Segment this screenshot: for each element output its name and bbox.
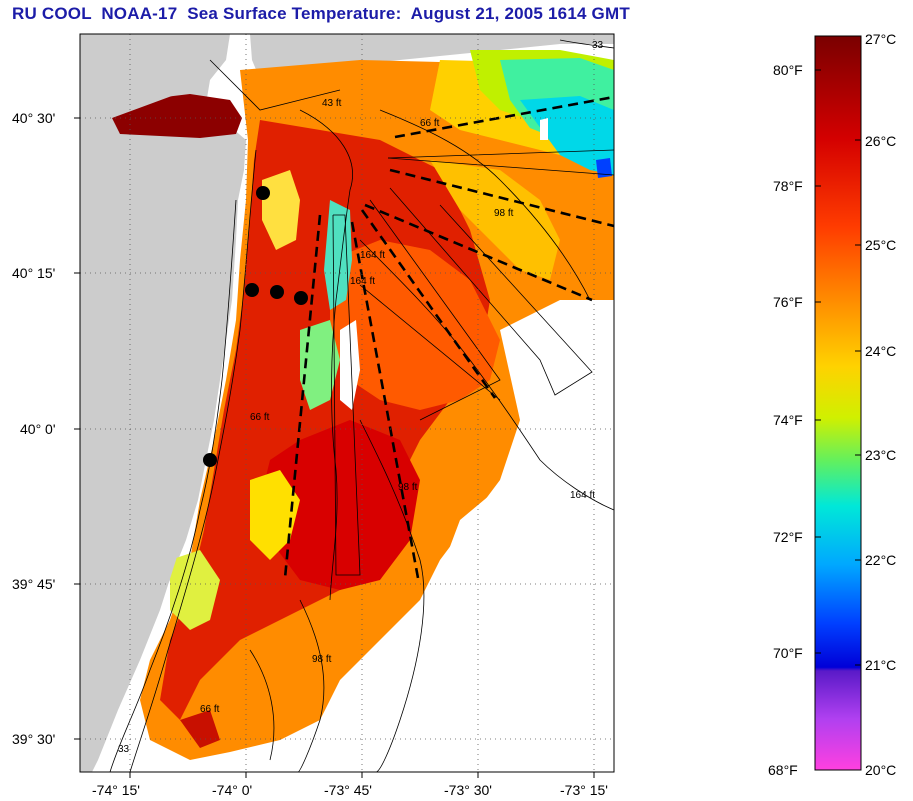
colorbar-celsius-label: 21°C xyxy=(865,657,896,673)
contour-label: 66 ft xyxy=(420,118,440,129)
contour-label: 98 ft xyxy=(312,654,332,665)
contour-label: 33 xyxy=(592,40,604,51)
contour-label: 43 ft xyxy=(322,98,342,109)
contour-label: 98 ft xyxy=(398,482,418,493)
lon-tick-label: -73° 30' xyxy=(444,782,492,798)
contour-label: 164 ft xyxy=(350,276,375,287)
axis-ticks xyxy=(74,117,595,778)
colorbar-fahrenheit-label: 70°F xyxy=(773,645,803,661)
plot-frame xyxy=(79,33,615,773)
colorbar-celsius-label: 24°C xyxy=(865,343,896,359)
station-marker[interactable] xyxy=(270,285,284,299)
colorbar-fahrenheit-label: 68°F xyxy=(768,762,798,778)
contour-label: 164 ft xyxy=(360,250,385,261)
contour-label-group: 33 43 ft 66 ft 98 ft 164 ft 164 ft 66 ft… xyxy=(118,40,604,755)
latitude-labels: 40° 30' 40° 15' 40° 0' 39° 45' 39° 30' xyxy=(12,110,56,747)
lon-tick-label: -73° 45' xyxy=(324,782,372,798)
lon-tick-label: -74° 0' xyxy=(212,782,252,798)
lat-tick-label: 40° 15' xyxy=(12,265,55,281)
lon-tick-label: -73° 15' xyxy=(560,782,608,798)
transect-lines xyxy=(283,95,614,579)
contour-label: 66 ft xyxy=(200,704,220,715)
contour-label: 33 xyxy=(118,744,130,755)
land-coast xyxy=(80,34,216,772)
map-title: RU COOL NOAA-17 Sea Surface Temperature:… xyxy=(12,4,630,23)
colorbar-celsius-label: 25°C xyxy=(865,237,896,253)
lat-tick-label: 39° 45' xyxy=(12,576,55,592)
colorbar-gradient xyxy=(814,35,862,771)
contour-label: 164 ft xyxy=(570,490,595,501)
station-marker[interactable] xyxy=(245,283,259,297)
colorbar-fahrenheit-label: 72°F xyxy=(773,529,803,545)
longitude-labels: -74° 15' -74° 0' -73° 45' -73° 30' -73° … xyxy=(92,782,608,798)
station-marker[interactable] xyxy=(203,453,217,467)
survey-boxes xyxy=(332,149,614,576)
colorbar-celsius-label: 23°C xyxy=(865,447,896,463)
lat-tick-label: 40° 30' xyxy=(12,110,55,126)
colorbar-fahrenheit-label: 76°F xyxy=(773,294,803,310)
contour-label: 66 ft xyxy=(250,412,270,423)
lat-tick-label: 39° 30' xyxy=(12,731,55,747)
colorbar-celsius-label: 27°C xyxy=(865,31,896,47)
colorbar-fahrenheit-label: 74°F xyxy=(773,412,803,428)
sst-field xyxy=(80,50,614,772)
colorbar-celsius-label: 26°C xyxy=(865,133,896,149)
station-markers xyxy=(203,186,308,467)
colorbar-fahrenheit-label: 80°F xyxy=(773,62,803,78)
colorbar: 27°C 26°C 25°C 24°C 23°C 22°C 21°C 20°C … xyxy=(768,31,896,778)
colorbar-celsius-label: 22°C xyxy=(865,552,896,568)
colorbar-fahrenheit-label: 78°F xyxy=(773,178,803,194)
lat-tick-label: 40° 0' xyxy=(20,421,56,437)
land-long-island xyxy=(250,34,614,90)
lon-tick-label: -74° 15' xyxy=(92,782,140,798)
colorbar-celsius-label: 20°C xyxy=(865,762,896,778)
grid-lines xyxy=(80,34,614,772)
station-marker[interactable] xyxy=(294,291,308,305)
station-marker[interactable] xyxy=(256,186,270,200)
bathymetry-contours xyxy=(109,39,614,772)
contour-label: 98 ft xyxy=(494,208,514,219)
